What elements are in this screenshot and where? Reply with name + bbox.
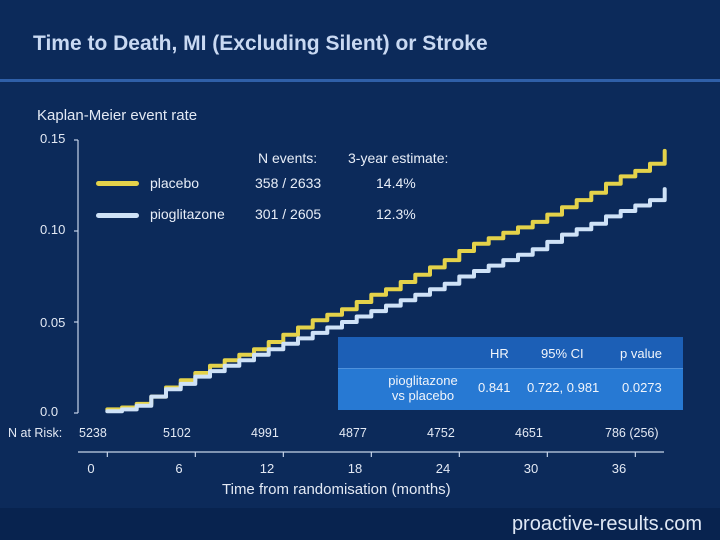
- legend-label-placebo: placebo: [150, 175, 200, 191]
- hr-row-divider: [338, 368, 683, 369]
- legend-estimate-pioglitazone: 12.3%: [376, 206, 416, 222]
- n-at-risk-value: 5238: [79, 426, 107, 440]
- y-tick-label: 0.15: [40, 131, 66, 146]
- n-at-risk-value: 5102: [163, 426, 191, 440]
- chart-lines: [105, 148, 667, 414]
- hr-header-row: [338, 337, 683, 369]
- legend-swatch-pioglitazone: [96, 213, 139, 218]
- legend-n-events-placebo: 358 / 2633: [255, 175, 322, 191]
- hr-data-row: [338, 369, 683, 410]
- x-tick-label: 12: [259, 461, 275, 476]
- title-divider: [0, 79, 720, 82]
- y-tick-label: 0.05: [40, 315, 66, 330]
- footer-brand: proactive-results.com: [511, 513, 702, 535]
- hr-row-label: pioglitazone vs placebo: [378, 373, 468, 403]
- series-line-pioglitazone: [105, 187, 667, 414]
- x-axis-label: Time from randomisation (months): [222, 481, 451, 498]
- y-axis-label: Kaplan-Meier event rate: [37, 107, 198, 124]
- title-bar: [0, 0, 720, 78]
- n-at-risk-value: 4752: [427, 426, 455, 440]
- x-tick-label: 30: [523, 461, 539, 476]
- footer-bar: [0, 508, 720, 540]
- hr-header-ci: 95% CI: [541, 346, 584, 361]
- legend-swatch-placebo: [96, 181, 139, 186]
- n-at-risk-value: 786 (256): [605, 426, 659, 440]
- n-at-risk-value: 4991: [251, 426, 279, 440]
- hr-value-p: 0.0273: [622, 380, 662, 395]
- n-at-risk-label: N at Risk:: [8, 426, 63, 440]
- n-at-risk-value: 4877: [339, 426, 367, 440]
- x-tick-label: 18: [347, 461, 363, 476]
- chart-axes: [74, 139, 664, 457]
- x-tick-label: 6: [175, 461, 183, 476]
- x-tick-label: 24: [435, 461, 451, 476]
- y-tick-label: 0.10: [40, 222, 66, 237]
- legend-header-estimate: 3-year estimate:: [348, 150, 449, 166]
- series-line-placebo: [105, 148, 667, 412]
- legend-header-n-events: N events:: [258, 150, 318, 166]
- y-tick-label: 0.0: [40, 404, 59, 419]
- legend-estimate-placebo: 14.4%: [376, 175, 416, 191]
- hr-value-hr: 0.841: [478, 380, 511, 395]
- hr-value-ci: 0.722, 0.981: [527, 380, 600, 395]
- hr-row-label-line: pioglitazone: [388, 373, 458, 388]
- hr-header-p: p value: [620, 346, 662, 361]
- hr-row-label-line: vs placebo: [391, 388, 455, 403]
- x-tick-label: 0: [87, 461, 95, 476]
- n-at-risk-value: 4651: [515, 426, 543, 440]
- slide-title: Time to Death, MI (Excluding Silent) or …: [33, 32, 488, 55]
- hazard-ratio-table: HR 95% CI p value pioglitazone vs placeb…: [338, 337, 683, 410]
- legend-label-pioglitazone: pioglitazone: [150, 206, 225, 222]
- legend-n-events-pioglitazone: 301 / 2605: [255, 206, 322, 222]
- hr-header-hr: HR: [490, 346, 509, 361]
- x-tick-label: 36: [611, 461, 627, 476]
